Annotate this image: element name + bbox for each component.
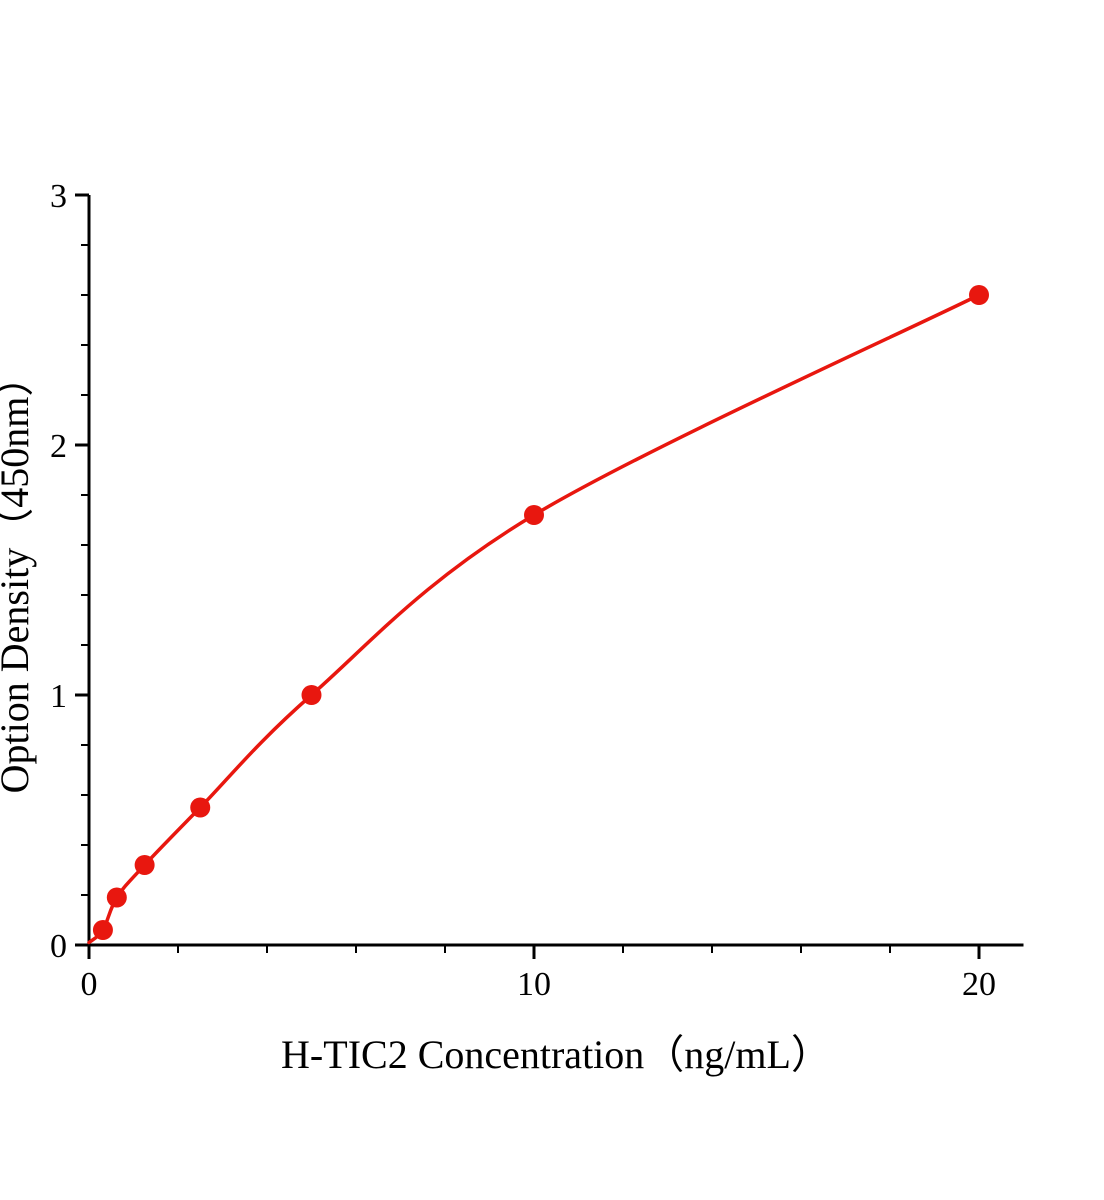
x-tick-label: 20 bbox=[962, 966, 996, 1003]
y-tick-label: 3 bbox=[50, 178, 67, 215]
y-tick-label: 0 bbox=[50, 928, 67, 965]
y-tick-label: 2 bbox=[50, 428, 67, 465]
axis-spine bbox=[87, 195, 1024, 947]
data-point bbox=[301, 685, 322, 705]
data-point bbox=[134, 855, 155, 875]
tick-labels: 0 10 20 0 1 2 3 bbox=[50, 178, 996, 1003]
data-point bbox=[92, 920, 113, 940]
x-tick-label: 0 bbox=[81, 966, 98, 1003]
standard-curve-line bbox=[87, 293, 981, 945]
x-tick-label: 10 bbox=[517, 966, 551, 1003]
y-tick-label: 1 bbox=[50, 678, 67, 715]
x-axis-label: H-TIC2 Concentration（ng/mL） bbox=[281, 1032, 831, 1077]
axes bbox=[75, 193, 1024, 959]
y-axis-label: Option Density（450nm） bbox=[0, 357, 37, 794]
data-point bbox=[106, 887, 127, 908]
data-series bbox=[87, 285, 989, 945]
data-point bbox=[969, 285, 989, 305]
data-point bbox=[524, 505, 544, 525]
data-point bbox=[190, 797, 211, 818]
